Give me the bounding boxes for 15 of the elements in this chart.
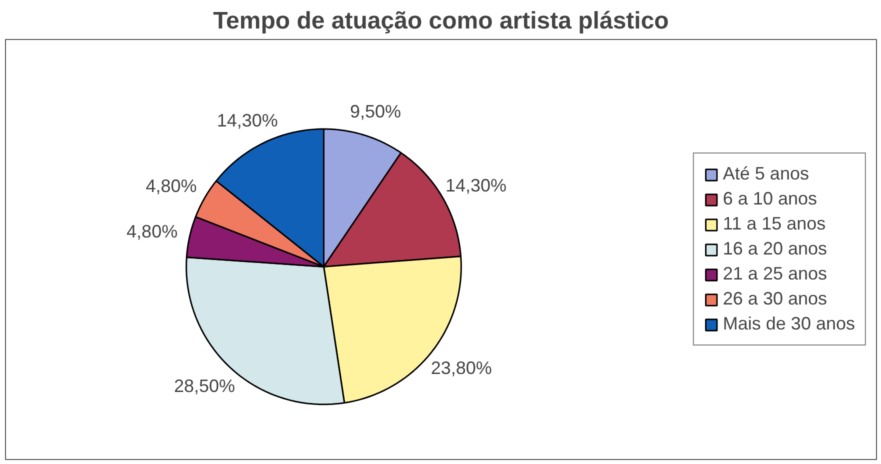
data-label: 9,50% [350,101,402,122]
data-label: 4,80% [146,176,197,196]
data-label: 14,30% [445,175,507,196]
data-label: 4,80% [126,221,178,242]
legend-label: 26 a 30 anos [722,288,827,310]
legend-label: 16 a 20 anos [722,238,827,260]
data-label: 14,30% [216,110,278,130]
data-label: 23,80% [430,358,492,378]
legend-label: 21 a 25 anos [722,264,827,284]
legend-label: 11 a 15 anos [722,214,826,234]
legend-label: 6 a 10 anos [722,188,817,210]
data-label: 28,50% [174,376,236,396]
legend-label: Até 5 anos [722,164,809,184]
chart-title: Tempo de atuação como artista plástico [213,8,669,34]
legend-label: Mais de 30 anos [722,314,855,334]
